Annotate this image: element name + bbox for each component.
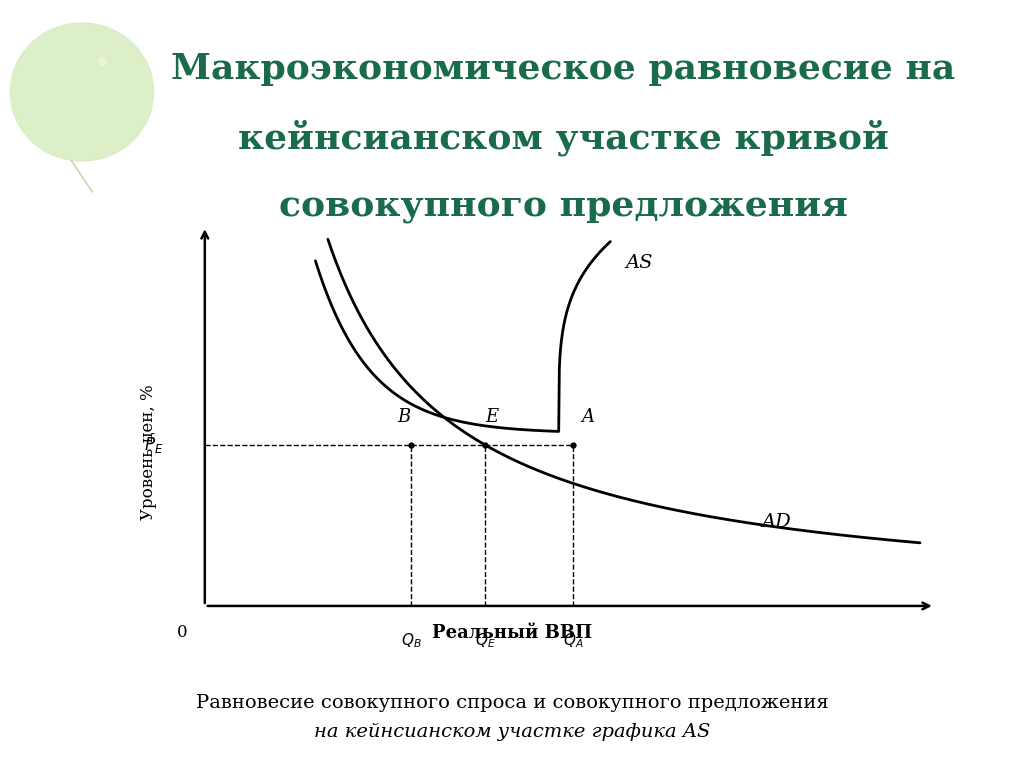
Text: 0: 0	[177, 624, 188, 641]
Text: E: E	[485, 408, 499, 426]
Text: $Q_E$: $Q_E$	[474, 631, 496, 650]
Ellipse shape	[10, 23, 154, 161]
Text: $P_E$: $P_E$	[143, 435, 163, 455]
Text: Макроэкономическое равновесие на: Макроэкономическое равновесие на	[171, 52, 955, 86]
Text: Уровень цен, %: Уровень цен, %	[140, 385, 157, 520]
Text: $Q_A$: $Q_A$	[563, 631, 584, 650]
Text: B: B	[397, 408, 411, 426]
Text: кейнсианском участке кривой: кейнсианском участке кривой	[238, 120, 889, 156]
Text: $Q_B$: $Q_B$	[401, 631, 422, 650]
Text: Реальный ВВП: Реальный ВВП	[432, 624, 592, 642]
Text: на кейнсианском участке графика AS: на кейнсианском участке графика AS	[313, 723, 711, 742]
Text: A: A	[582, 408, 595, 426]
Text: Равновесие совокупного спроса и совокупного предложения: Равновесие совокупного спроса и совокупн…	[196, 694, 828, 713]
Text: AS: AS	[625, 255, 652, 272]
Text: совокупного предложения: совокупного предложения	[279, 190, 848, 224]
Text: AD: AD	[762, 512, 792, 531]
